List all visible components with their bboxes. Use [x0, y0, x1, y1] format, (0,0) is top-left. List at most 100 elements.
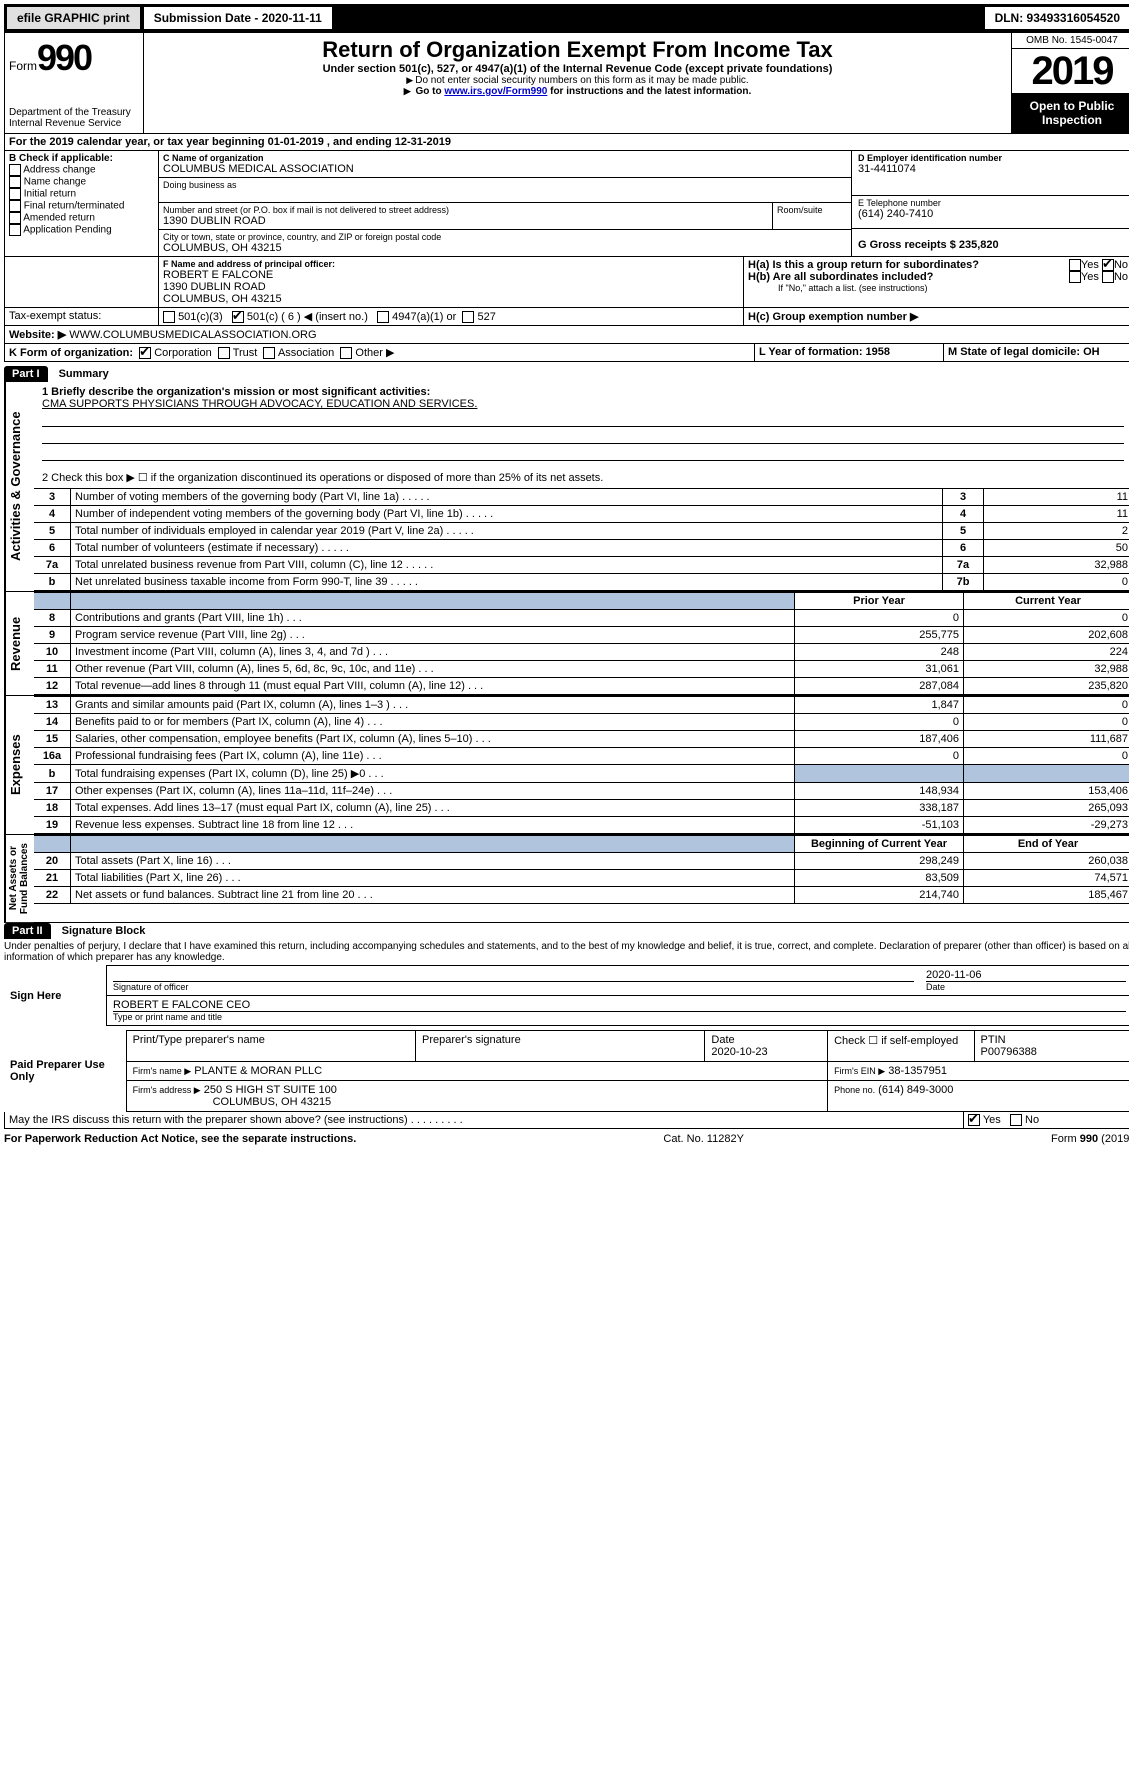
ein-value: 31-4411074	[858, 163, 1126, 175]
i-opt-0: 501(c)(3)	[178, 311, 223, 323]
i-501c-checkbox[interactable]	[232, 311, 244, 323]
table-row: 16a Professional fundraising fees (Part …	[34, 748, 1129, 765]
form-label: Form	[9, 59, 37, 73]
officer-label: F Name and address of principal officer:	[163, 259, 739, 269]
ha-yes-checkbox[interactable]	[1069, 259, 1081, 271]
prep-date: 2020-10-23	[711, 1046, 767, 1058]
firm-name: PLANTE & MORAN PLLC	[194, 1065, 322, 1077]
section-b-item: Initial return	[24, 189, 76, 200]
firm-phone-label: Phone no.	[834, 1085, 875, 1095]
firm-addr-label: Firm's address ▶	[133, 1085, 201, 1095]
sections-bcdefg: B Check if applicable: Address change Na…	[4, 151, 1129, 257]
summary-row: 5 Total number of individuals employed i…	[34, 523, 1129, 540]
table-row: 11 Other revenue (Part VIII, column (A),…	[34, 661, 1129, 678]
section-b-checkbox[interactable]	[9, 164, 21, 176]
k-opt-2: Association	[278, 347, 334, 359]
section-b-checkbox[interactable]	[9, 212, 21, 224]
k-trust-checkbox[interactable]	[218, 347, 230, 359]
i-opt-3: 527	[477, 311, 495, 323]
firm-ein-label: Firm's EIN ▶	[834, 1066, 885, 1076]
dba-label: Doing business as	[163, 180, 847, 190]
ha-no-checkbox[interactable]	[1102, 259, 1114, 271]
part-i-title: Summary	[51, 368, 109, 380]
section-b-item: Name change	[24, 177, 86, 188]
section-a: For the 2019 calendar year, or tax year …	[4, 134, 1129, 151]
table-row: 18 Total expenses. Add lines 13–17 (must…	[34, 800, 1129, 817]
k-assoc-checkbox[interactable]	[263, 347, 275, 359]
gross-receipts: G Gross receipts $ 235,820	[858, 239, 999, 251]
form-note-1: Do not enter social security numbers on …	[154, 75, 1001, 86]
topbar: efile GRAPHIC print Submission Date - 20…	[4, 4, 1129, 32]
state-domicile: M State of legal domicile: OH	[948, 346, 1100, 358]
phone-label: E Telephone number	[858, 198, 1126, 208]
summary-row: 3 Number of voting members of the govern…	[34, 489, 1129, 506]
omb-number: OMB No. 1545-0047	[1012, 33, 1129, 49]
section-b-item: Application Pending	[23, 225, 111, 236]
form-number: 990	[37, 37, 91, 79]
hb-label: H(b) Are all subordinates included?	[748, 271, 1069, 283]
discuss-no-checkbox[interactable]	[1010, 1114, 1022, 1126]
section-b-checkbox[interactable]	[9, 188, 21, 200]
form990-link[interactable]: www.irs.gov/Form990	[444, 86, 547, 97]
i-501c3-checkbox[interactable]	[163, 311, 175, 323]
summary-row: 7a Total unrelated business revenue from…	[34, 557, 1129, 574]
vlabel-revenue: Revenue	[5, 592, 34, 695]
section-b-checkbox[interactable]	[9, 176, 21, 188]
tax-year-range: For the 2019 calendar year, or tax year …	[5, 134, 1129, 150]
summary-row: b Net unrelated business taxable income …	[34, 574, 1129, 591]
k-corp-checkbox[interactable]	[139, 347, 151, 359]
hb-yes-checkbox[interactable]	[1069, 271, 1081, 283]
form-title: Return of Organization Exempt From Incom…	[154, 37, 1001, 63]
website-value: WWW.COLUMBUSMEDICALASSOCIATION.ORG	[69, 329, 316, 341]
street-address: 1390 DUBLIN ROAD	[163, 215, 768, 227]
room-label: Room/suite	[773, 203, 851, 229]
city-label: City or town, state or province, country…	[163, 232, 847, 242]
efile-button[interactable]: efile GRAPHIC print	[6, 6, 141, 30]
i-4947-checkbox[interactable]	[377, 311, 389, 323]
section-b-heading: B Check if applicable:	[9, 153, 154, 164]
table-row: 8 Contributions and grants (Part VIII, l…	[34, 610, 1129, 627]
org-name-label: C Name of organization	[163, 153, 847, 163]
sig-officer-label: Signature of officer	[113, 982, 914, 992]
i-527-checkbox[interactable]	[462, 311, 474, 323]
q1-text: CMA SUPPORTS PHYSICIANS THROUGH ADVOCACY…	[42, 398, 1124, 410]
part-i-netassets: Net Assets or Fund Balances Beginning of…	[4, 835, 1129, 923]
part-i-expenses: Expenses 13 Grants and similar amounts p…	[4, 696, 1129, 835]
hb-no-checkbox[interactable]	[1102, 271, 1114, 283]
footer-right: Form 990 (2019)	[1051, 1133, 1129, 1145]
prep-date-label: Date	[711, 1034, 734, 1046]
form-header: Form 990 Department of the Treasury Inte…	[4, 32, 1129, 134]
section-b-checkbox[interactable]	[9, 224, 21, 236]
section-c: C Name of organization COLUMBUS MEDICAL …	[159, 151, 852, 256]
signature-table: Sign Here Signature of officer 2020-11-0…	[4, 965, 1129, 1026]
officer-city: COLUMBUS, OH 43215	[163, 293, 739, 305]
officer-street: 1390 DUBLIN ROAD	[163, 281, 739, 293]
hb-note: If "No," attach a list. (see instruction…	[748, 283, 1128, 293]
form-note-2: Go to www.irs.gov/Form990 for instructio…	[154, 86, 1001, 97]
footer: For Paperwork Reduction Act Notice, see …	[4, 1129, 1129, 1145]
firm-phone: (614) 849-3000	[878, 1084, 953, 1096]
section-b-item: Address change	[23, 165, 95, 176]
table-row: 22 Net assets or fund balances. Subtract…	[34, 887, 1129, 904]
prep-sig-label: Preparer's signature	[415, 1031, 704, 1062]
section-b-checkbox[interactable]	[9, 200, 21, 212]
year-formation: L Year of formation: 1958	[759, 346, 890, 358]
summary-row: 4 Number of independent voting members o…	[34, 506, 1129, 523]
org-name: COLUMBUS MEDICAL ASSOCIATION	[163, 163, 847, 175]
officer-sig-name: ROBERT E FALCONE CEO	[113, 999, 1126, 1012]
table-header-row: Prior Year Current Year	[34, 593, 1129, 610]
firm-addr2: COLUMBUS, OH 43215	[133, 1096, 332, 1108]
discuss-label: May the IRS discuss this return with the…	[9, 1114, 408, 1126]
table-row: 19 Revenue less expenses. Subtract line …	[34, 817, 1129, 834]
part-ii-header: Part II	[4, 923, 51, 939]
footer-left: For Paperwork Reduction Act Notice, see …	[4, 1133, 356, 1145]
discuss-yes-checkbox[interactable]	[968, 1114, 980, 1126]
k-other-checkbox[interactable]	[340, 347, 352, 359]
vlabel-governance: Activities & Governance	[5, 382, 34, 591]
prep-name-label: Print/Type preparer's name	[126, 1031, 415, 1062]
table-row: 14 Benefits paid to or for members (Part…	[34, 714, 1129, 731]
q1-label: 1 Briefly describe the organization's mi…	[42, 386, 1124, 398]
sections-fh: F Name and address of principal officer:…	[4, 257, 1129, 308]
summary-row: 6 Total number of volunteers (estimate i…	[34, 540, 1129, 557]
street-label: Number and street (or P.O. box if mail i…	[163, 205, 768, 215]
